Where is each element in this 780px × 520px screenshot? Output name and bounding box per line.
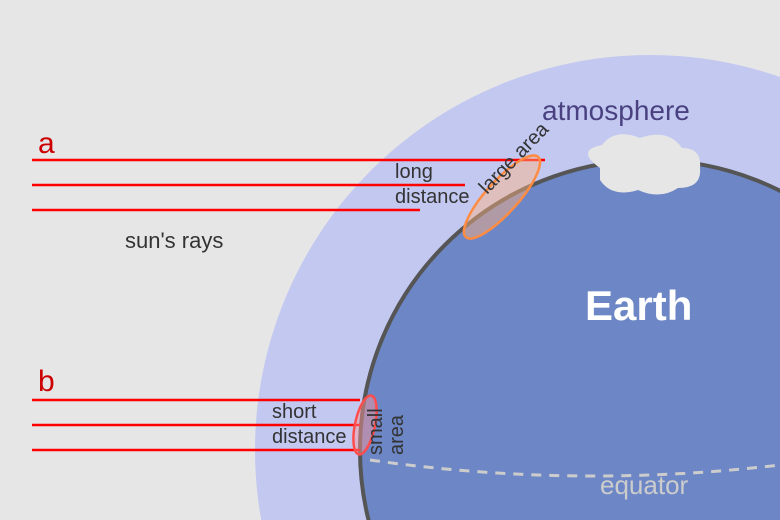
short-distance-line2: distance <box>272 426 347 449</box>
long-distance-line2: distance <box>395 186 470 209</box>
marker-a: a <box>38 127 55 161</box>
marker-b: b <box>38 365 55 399</box>
small-area-label-1: small <box>365 408 387 455</box>
atmosphere-label: atmosphere <box>542 95 690 127</box>
earth-label: Earth <box>585 282 692 330</box>
diagram-canvas: large areasmallarea atmosphere Earth equ… <box>0 0 780 520</box>
long-distance-line1: long <box>395 161 433 184</box>
equator-label: equator <box>600 470 688 501</box>
small-area-label-2: area <box>386 414 408 455</box>
suns-rays-label: sun's rays <box>125 228 223 254</box>
diagram-svg: large areasmallarea <box>0 0 780 520</box>
short-distance-line1: short <box>272 401 316 424</box>
